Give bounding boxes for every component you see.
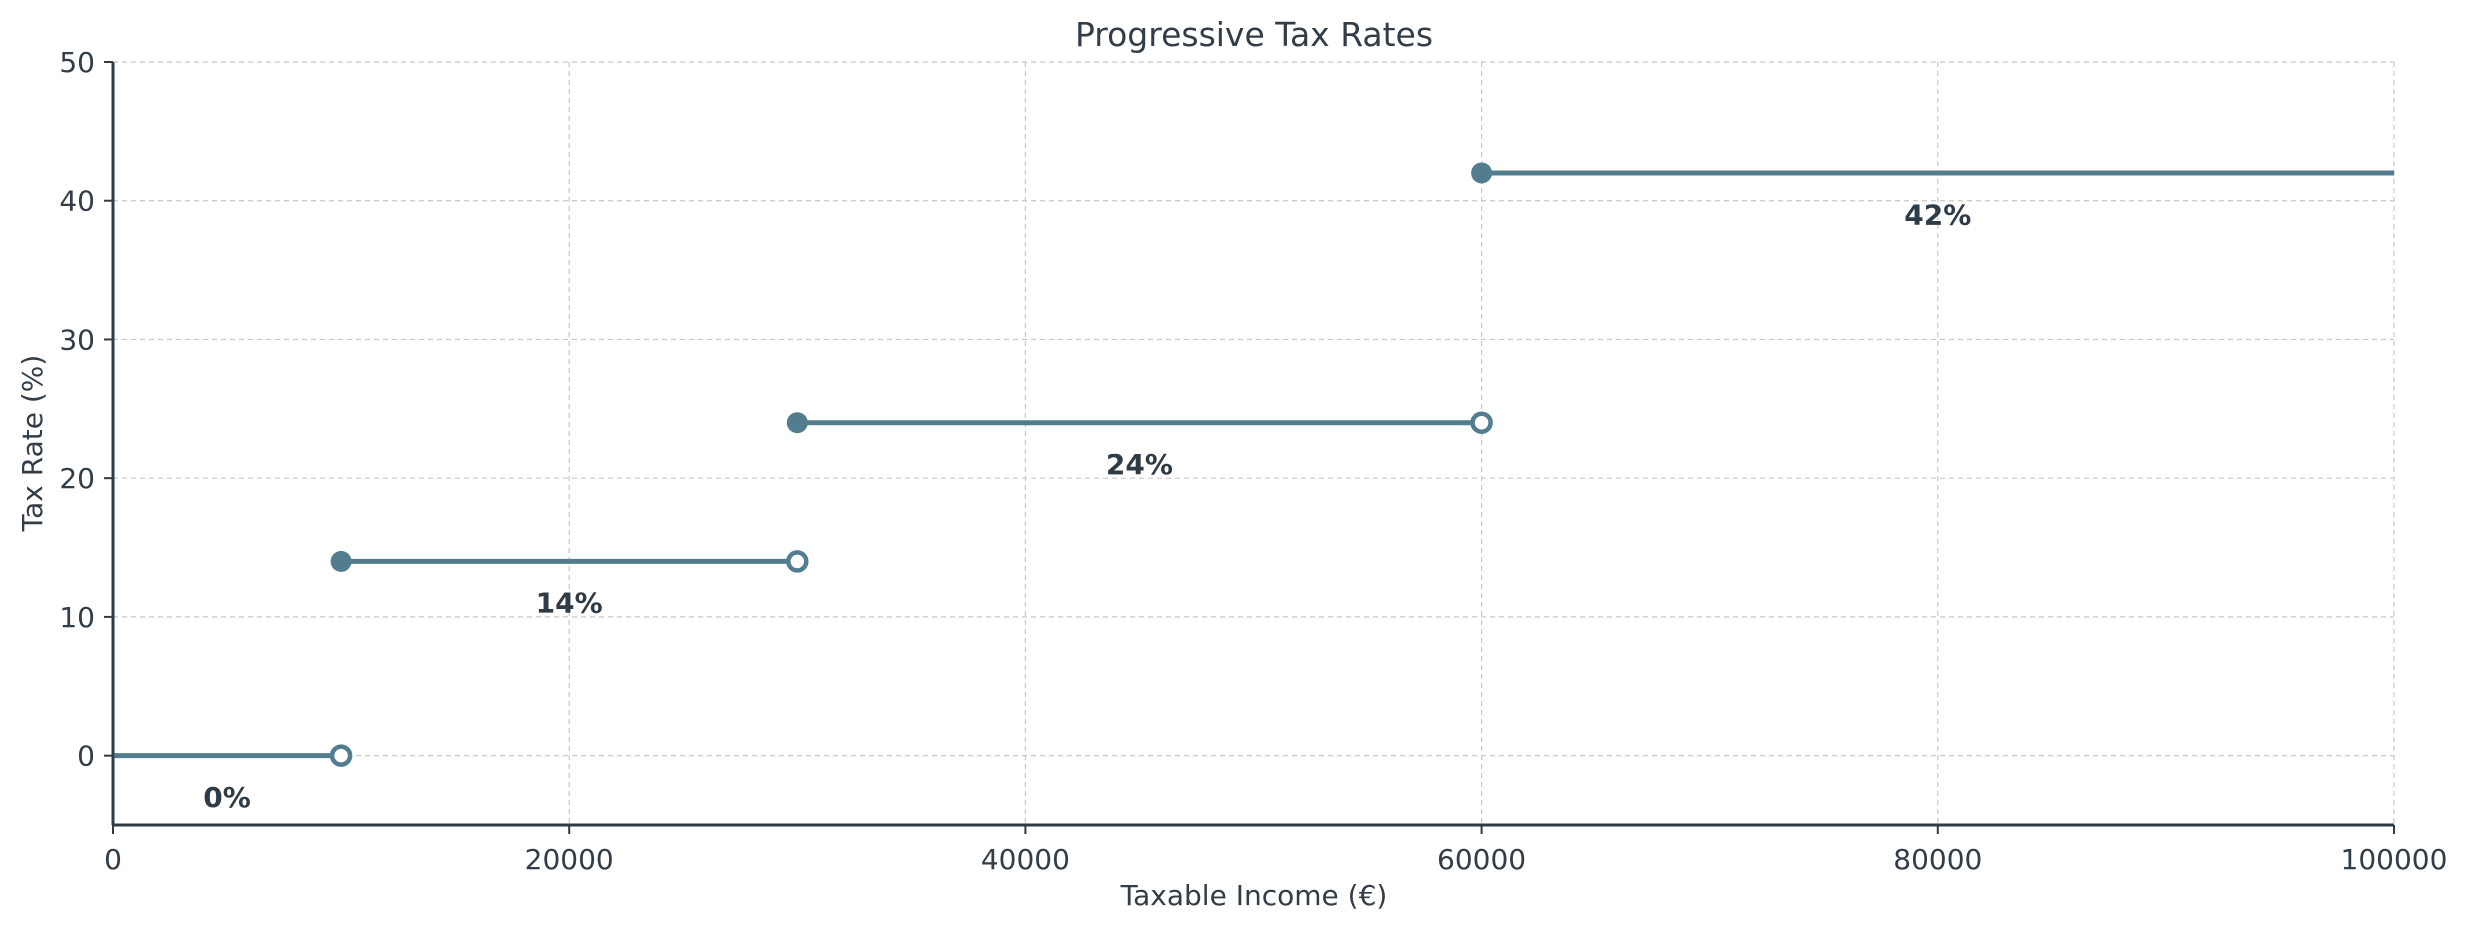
y-tick-label: 50 <box>59 46 95 79</box>
y-tick-label: 0 <box>77 740 95 773</box>
x-tick-label: 60000 <box>1437 843 1526 876</box>
y-tick-label: 40 <box>59 185 95 218</box>
bracket-rate-label: 14% <box>536 587 603 620</box>
y-axis-label: Tax Rate (%) <box>16 355 49 533</box>
bracket-end-marker <box>1470 411 1493 434</box>
bracket-rate-label: 42% <box>1904 198 1971 231</box>
x-tick-label: 100000 <box>2341 843 2448 876</box>
bracket-end-marker <box>786 550 809 573</box>
chart-title: Progressive Tax Rates <box>1075 15 1433 54</box>
series-layer: 0% 14% 24% 42% <box>113 162 2394 814</box>
x-tick-label: 80000 <box>1893 843 1982 876</box>
bracket-start-marker <box>1471 162 1493 184</box>
axes-layer: 0 20000 40000 60000 80000 100000 0 10 20 30 40 50 <box>59 46 2447 876</box>
bracket-rate-label: 24% <box>1106 448 1173 481</box>
grid-layer <box>113 61 2395 825</box>
x-axis-label: Taxable Income (€) <box>1120 879 1388 912</box>
y-tick-label: 10 <box>59 601 95 634</box>
bracket-rate-label: 0% <box>203 781 251 814</box>
y-tick-label: 20 <box>59 462 95 495</box>
x-tick-label: 20000 <box>525 843 614 876</box>
y-tick-label: 30 <box>59 323 95 356</box>
x-tick-label: 40000 <box>981 843 1070 876</box>
bracket-start-marker <box>330 550 352 572</box>
bracket-start-marker <box>786 412 808 434</box>
x-tick-label: 0 <box>104 843 122 876</box>
bracket-end-marker <box>329 744 353 767</box>
